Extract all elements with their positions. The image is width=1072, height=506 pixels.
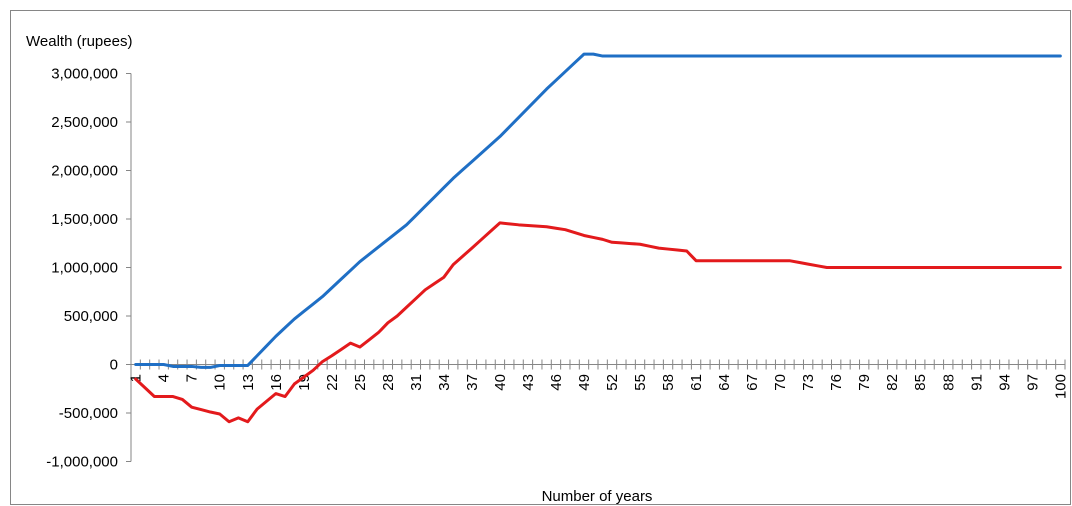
x-tick-label: 40 <box>492 374 509 391</box>
x-tick-label: 88 <box>940 374 957 391</box>
y-tick-label: 2,500,000 <box>51 114 118 131</box>
x-tick-label: 52 <box>604 374 621 391</box>
x-tick-label: 100 <box>1052 374 1069 399</box>
x-tick-label: 37 <box>464 374 481 391</box>
x-tick-label: 4 <box>156 374 173 382</box>
y-tick-label: 3,000,000 <box>51 66 118 83</box>
y-tick-label: 1,500,000 <box>51 211 118 228</box>
x-tick-label: 73 <box>800 374 817 391</box>
x-tick-label: 76 <box>828 374 845 391</box>
x-tick-label: 97 <box>1024 374 1041 391</box>
y-tick-label: 2,000,000 <box>51 163 118 180</box>
y-axis-label: Wealth (rupees) <box>26 33 132 50</box>
x-tick-label: 94 <box>996 374 1013 391</box>
y-tick-label: 500,000 <box>64 308 118 325</box>
x-tick-label: 13 <box>240 374 257 391</box>
x-tick-label: 16 <box>268 374 285 391</box>
y-tick-label: -1,000,000 <box>46 454 118 471</box>
x-tick-label: 61 <box>688 374 705 391</box>
x-tick-label: 22 <box>324 374 341 391</box>
x-tick-label: 46 <box>548 374 565 391</box>
x-tick-label: 91 <box>968 374 985 391</box>
x-tick-label: 55 <box>632 374 649 391</box>
x-tick-label: 28 <box>380 374 397 391</box>
x-tick-label: 67 <box>744 374 761 391</box>
y-tick-label: 0 <box>110 357 118 374</box>
plot-area: -1,000,000 -500,000 0 500,000 1,000,000 1,500… <box>46 52 1069 471</box>
x-tick-label: 82 <box>884 374 901 391</box>
x-tick-label: 31 <box>408 374 425 391</box>
x-tick-label: 10 <box>212 374 229 391</box>
series-line-2 <box>134 221 1062 424</box>
x-tick-label: 49 <box>576 374 593 391</box>
series-line-1 <box>134 52 1062 369</box>
x-tick-label: 25 <box>352 374 369 391</box>
x-tick-label: 43 <box>520 374 537 391</box>
x-tick-label: 58 <box>660 374 677 391</box>
x-tick-label: 64 <box>716 374 733 391</box>
x-tick-label: 34 <box>436 374 453 391</box>
y-tick-label: 1,000,000 <box>51 260 118 277</box>
x-axis-label: Number of years <box>542 488 653 505</box>
y-tick-label: -500,000 <box>59 405 118 422</box>
chart-frame <box>10 10 1071 505</box>
x-tick-label: 85 <box>912 374 929 391</box>
x-tick-label: 79 <box>856 374 873 391</box>
x-tick-label: 70 <box>772 374 789 391</box>
x-tick-label: 7 <box>184 374 201 382</box>
